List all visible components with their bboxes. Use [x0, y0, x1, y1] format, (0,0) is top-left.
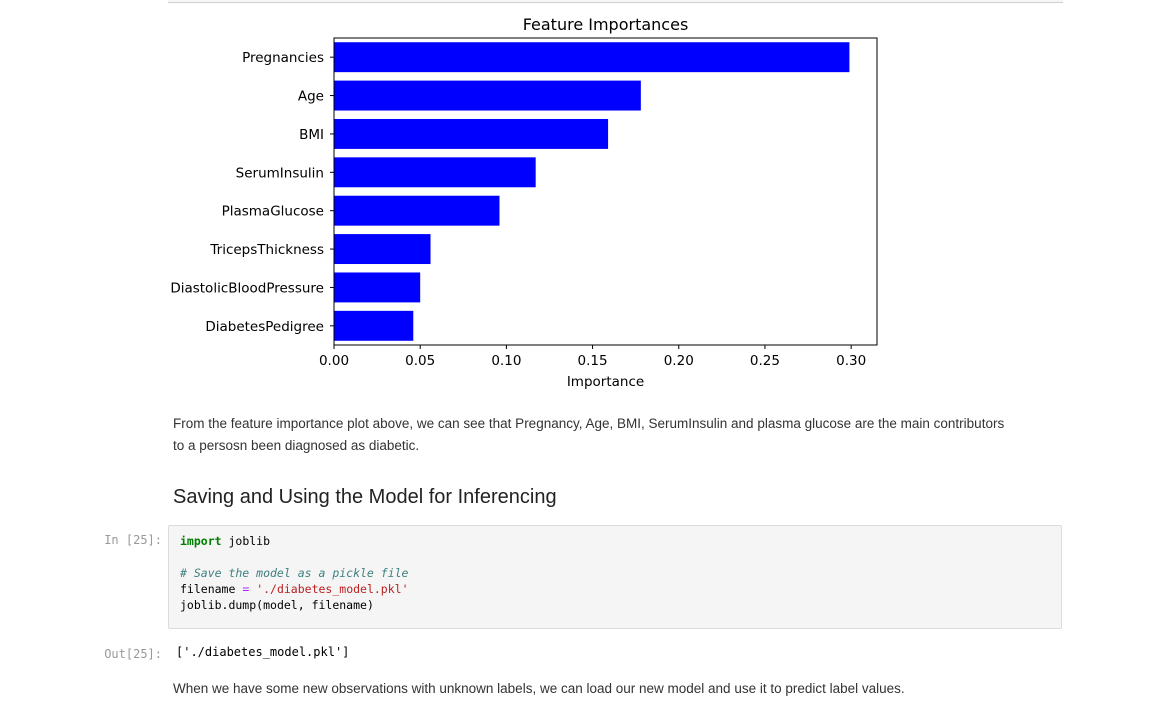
section-heading: Saving and Using the Model for Inferenci… [173, 486, 557, 508]
y-tick-label: BMI [299, 127, 324, 143]
code-comment: # Save the model as a pickle file [180, 566, 409, 580]
y-tick-label: DiabetesPedigree [205, 319, 324, 335]
code-text: ) [366, 598, 374, 612]
previous-cell-bottom-edge [168, 0, 1063, 3]
output-prompt: Out[25]: [104, 647, 162, 661]
x-tick-label: 0.30 [836, 353, 866, 369]
x-tick-label: 0.15 [578, 353, 608, 369]
code-string: './diabetes_model.pkl' [256, 582, 409, 596]
code-editor[interactable]: import joblib # Save the model as a pick… [180, 533, 1061, 613]
bar [334, 80, 641, 111]
chart-title: Feature Importances [523, 15, 689, 34]
y-tick-label: TricepsThickness [209, 242, 324, 258]
x-tick-label: 0.20 [664, 353, 694, 369]
bar [334, 42, 850, 73]
bar [334, 157, 536, 188]
cell-output: ['./diabetes_model.pkl'] [176, 645, 350, 659]
paragraph-line-2: to a persosn been diagnosed as diabetic. [173, 438, 420, 453]
markdown-paragraph: From the feature importance plot above, … [173, 413, 1043, 457]
code-text: joblib.dump [180, 598, 257, 612]
bar [334, 118, 609, 149]
y-tick-label: DiastolicBloodPressure [170, 280, 324, 296]
chart-svg: Feature Importances DiabetesPedigree Diast… [170, 15, 878, 390]
x-tick-label: 0.25 [750, 353, 780, 369]
y-tick-label: SerumInsulin [236, 165, 324, 181]
bar [334, 272, 421, 303]
markdown-paragraph-2: When we have some new observations with … [173, 678, 1043, 700]
code-text: , filename [297, 598, 367, 612]
code-text: filename [180, 582, 243, 596]
code-keyword: import [180, 534, 222, 548]
bar [334, 234, 431, 265]
x-axis-label: Importance [567, 374, 644, 390]
x-tick-label: 0.00 [319, 353, 349, 369]
plot-frame [333, 37, 878, 346]
bar [334, 310, 414, 341]
bar [334, 195, 500, 226]
code-cell[interactable]: import joblib # Save the model as a pick… [168, 525, 1062, 629]
feature-importance-chart: Feature Importances DiabetesPedigree Diast… [160, 8, 900, 398]
input-prompt: In [25]: [104, 533, 162, 547]
y-tick-label: Age [298, 89, 324, 105]
code-operator: = [242, 582, 250, 596]
paragraph-text: When we have some new observations with … [173, 681, 905, 696]
x-tick-label: 0.10 [491, 353, 521, 369]
markdown-heading-cell: Saving and Using the Model for Inferenci… [173, 486, 1043, 509]
code-text: joblib [221, 534, 271, 548]
x-tick-label: 0.05 [405, 353, 435, 369]
y-tick-label: Pregnancies [242, 50, 324, 66]
y-tick-label: PlasmaGlucose [222, 204, 324, 220]
code-text: (model [256, 598, 298, 612]
paragraph-line-1: From the feature importance plot above, … [173, 416, 1005, 431]
